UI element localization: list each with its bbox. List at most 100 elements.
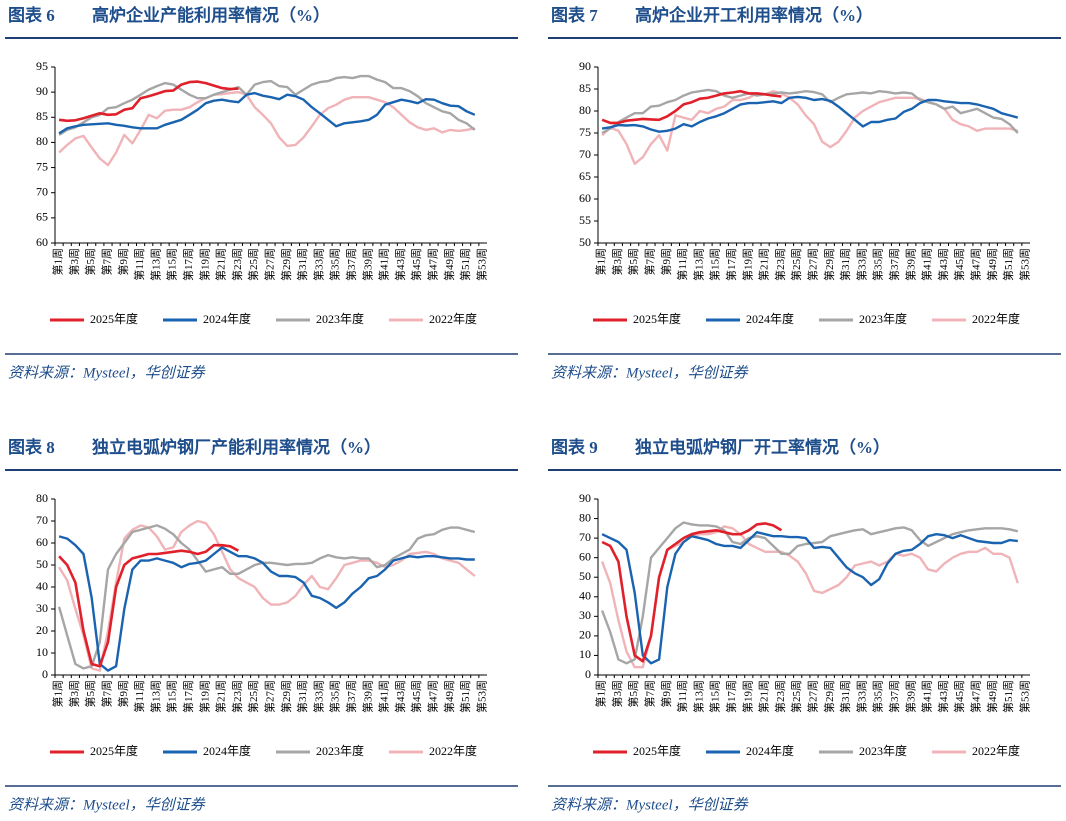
x-tick-label: 第1周 — [594, 680, 608, 708]
legend-label: 2023年度 — [859, 743, 907, 758]
legend-label: 2025年度 — [90, 743, 138, 758]
y-tick-label: 90 — [579, 59, 591, 73]
x-tick-label: 第49周 — [442, 680, 456, 713]
x-tick-label: 第17周 — [181, 248, 195, 281]
x-tick-label: 第1周 — [51, 248, 65, 276]
source-note: 资料来源：Mysteel，华创证券 — [551, 796, 749, 813]
x-tick-label: 第3周 — [610, 680, 624, 708]
y-tick-label: 50 — [579, 569, 591, 583]
x-tick-label: 第47周 — [969, 680, 983, 713]
x-tick-label: 第51周 — [458, 248, 472, 281]
series-line — [58, 74, 476, 136]
series-line — [601, 90, 1019, 165]
x-tick-label: 第9周 — [116, 680, 130, 708]
x-tick-label: 第37周 — [344, 248, 358, 281]
y-tick-label: 30 — [36, 601, 48, 615]
source-note: 资料来源：Mysteel，华创证券 — [8, 364, 206, 381]
x-tick-label: 第19周 — [740, 248, 754, 281]
legend-label: 2023年度 — [859, 311, 907, 326]
x-tick-label: 第27周 — [806, 680, 820, 713]
y-tick-label: 60 — [36, 535, 48, 549]
x-tick-label: 第43周 — [936, 248, 950, 281]
x-tick-label: 第43周 — [393, 680, 407, 713]
chart-title: 独立电弧炉钢厂开工率情况（%） — [635, 437, 890, 457]
x-tick-label: 第37周 — [344, 680, 358, 713]
x-tick-label: 第15周 — [165, 248, 179, 281]
y-tick-label: 90 — [579, 491, 591, 505]
series-line — [58, 543, 240, 668]
y-tick-label: 80 — [36, 134, 48, 148]
series-line — [57, 524, 476, 670]
y-tick-label: 70 — [579, 147, 591, 161]
x-tick-label: 第3周 — [610, 248, 624, 276]
x-tick-label: 第35周 — [871, 680, 885, 713]
x-tick-label: 第7周 — [643, 248, 657, 276]
legend-label: 2023年度 — [316, 743, 364, 758]
series-line — [601, 522, 783, 663]
x-tick-label: 第51周 — [1001, 248, 1015, 281]
x-tick-label: 第37周 — [887, 680, 901, 713]
x-tick-label: 第49周 — [985, 248, 999, 281]
x-tick-label: 第9周 — [659, 248, 673, 276]
x-tick-label: 第35周 — [871, 248, 885, 281]
x-tick-label: 第11周 — [675, 680, 689, 713]
x-tick-label: 第31周 — [295, 248, 309, 281]
legend-label: 2022年度 — [429, 743, 477, 758]
y-tick-label: 55 — [579, 213, 591, 227]
x-tick-label: 第53周 — [1017, 248, 1031, 281]
x-tick-label: 第15周 — [708, 680, 722, 713]
series-line — [58, 91, 476, 135]
x-tick-label: 第51周 — [1001, 680, 1015, 713]
x-tick-label: 第45周 — [409, 680, 423, 713]
x-tick-label: 第51周 — [458, 680, 472, 713]
legend-label: 2022年度 — [429, 311, 477, 326]
x-tick-label: 第19周 — [197, 680, 211, 713]
x-tick-label: 第29周 — [279, 680, 293, 713]
x-tick-label: 第21周 — [214, 248, 228, 281]
x-tick-label: 第13周 — [691, 680, 705, 713]
y-tick-label: 40 — [36, 579, 48, 593]
x-tick-label: 第39周 — [903, 248, 917, 281]
x-tick-label: 第31周 — [838, 248, 852, 281]
x-tick-label: 第5周 — [83, 680, 97, 708]
y-tick-label: 70 — [36, 513, 48, 527]
x-tick-label: 第49周 — [985, 680, 999, 713]
x-tick-label: 第5周 — [626, 248, 640, 276]
y-tick-label: 80 — [579, 103, 591, 117]
series-line — [601, 95, 1019, 133]
x-tick-label: 第21周 — [214, 680, 228, 713]
x-tick-label: 第17周 — [181, 680, 195, 713]
legend-label: 2024年度 — [746, 311, 794, 326]
x-tick-label: 第19周 — [740, 680, 754, 713]
x-tick-label: 第49周 — [442, 248, 456, 281]
y-tick-label: 80 — [579, 510, 591, 524]
figure-label: 图表 7 — [551, 5, 598, 25]
y-tick-label: 30 — [579, 608, 591, 622]
x-tick-label: 第21周 — [757, 248, 771, 281]
y-tick-label: 50 — [36, 557, 48, 571]
legend-label: 2024年度 — [203, 311, 251, 326]
x-tick-label: 第43周 — [936, 680, 950, 713]
x-tick-label: 第13周 — [691, 248, 705, 281]
x-tick-label: 第37周 — [887, 248, 901, 281]
x-tick-label: 第7周 — [100, 680, 114, 708]
x-tick-label: 第3周 — [67, 680, 81, 708]
x-tick-label: 第23周 — [773, 248, 787, 281]
x-tick-label: 第41周 — [377, 680, 391, 713]
x-tick-label: 第25周 — [789, 680, 803, 713]
y-tick-label: 50 — [579, 235, 591, 249]
x-tick-label: 第41周 — [920, 248, 934, 281]
x-tick-label: 第27周 — [263, 680, 277, 713]
x-tick-label: 第11周 — [132, 680, 146, 713]
y-tick-label: 20 — [579, 628, 591, 642]
x-tick-label: 第21周 — [757, 680, 771, 713]
x-tick-label: 第29周 — [822, 248, 836, 281]
x-tick-label: 第5周 — [626, 680, 640, 708]
x-tick-label: 第45周 — [952, 680, 966, 713]
x-tick-label: 第53周 — [474, 248, 488, 281]
legend-label: 2024年度 — [203, 743, 251, 758]
series-line — [601, 88, 1019, 135]
x-tick-label: 第11周 — [132, 248, 146, 281]
x-tick-label: 第39周 — [360, 248, 374, 281]
